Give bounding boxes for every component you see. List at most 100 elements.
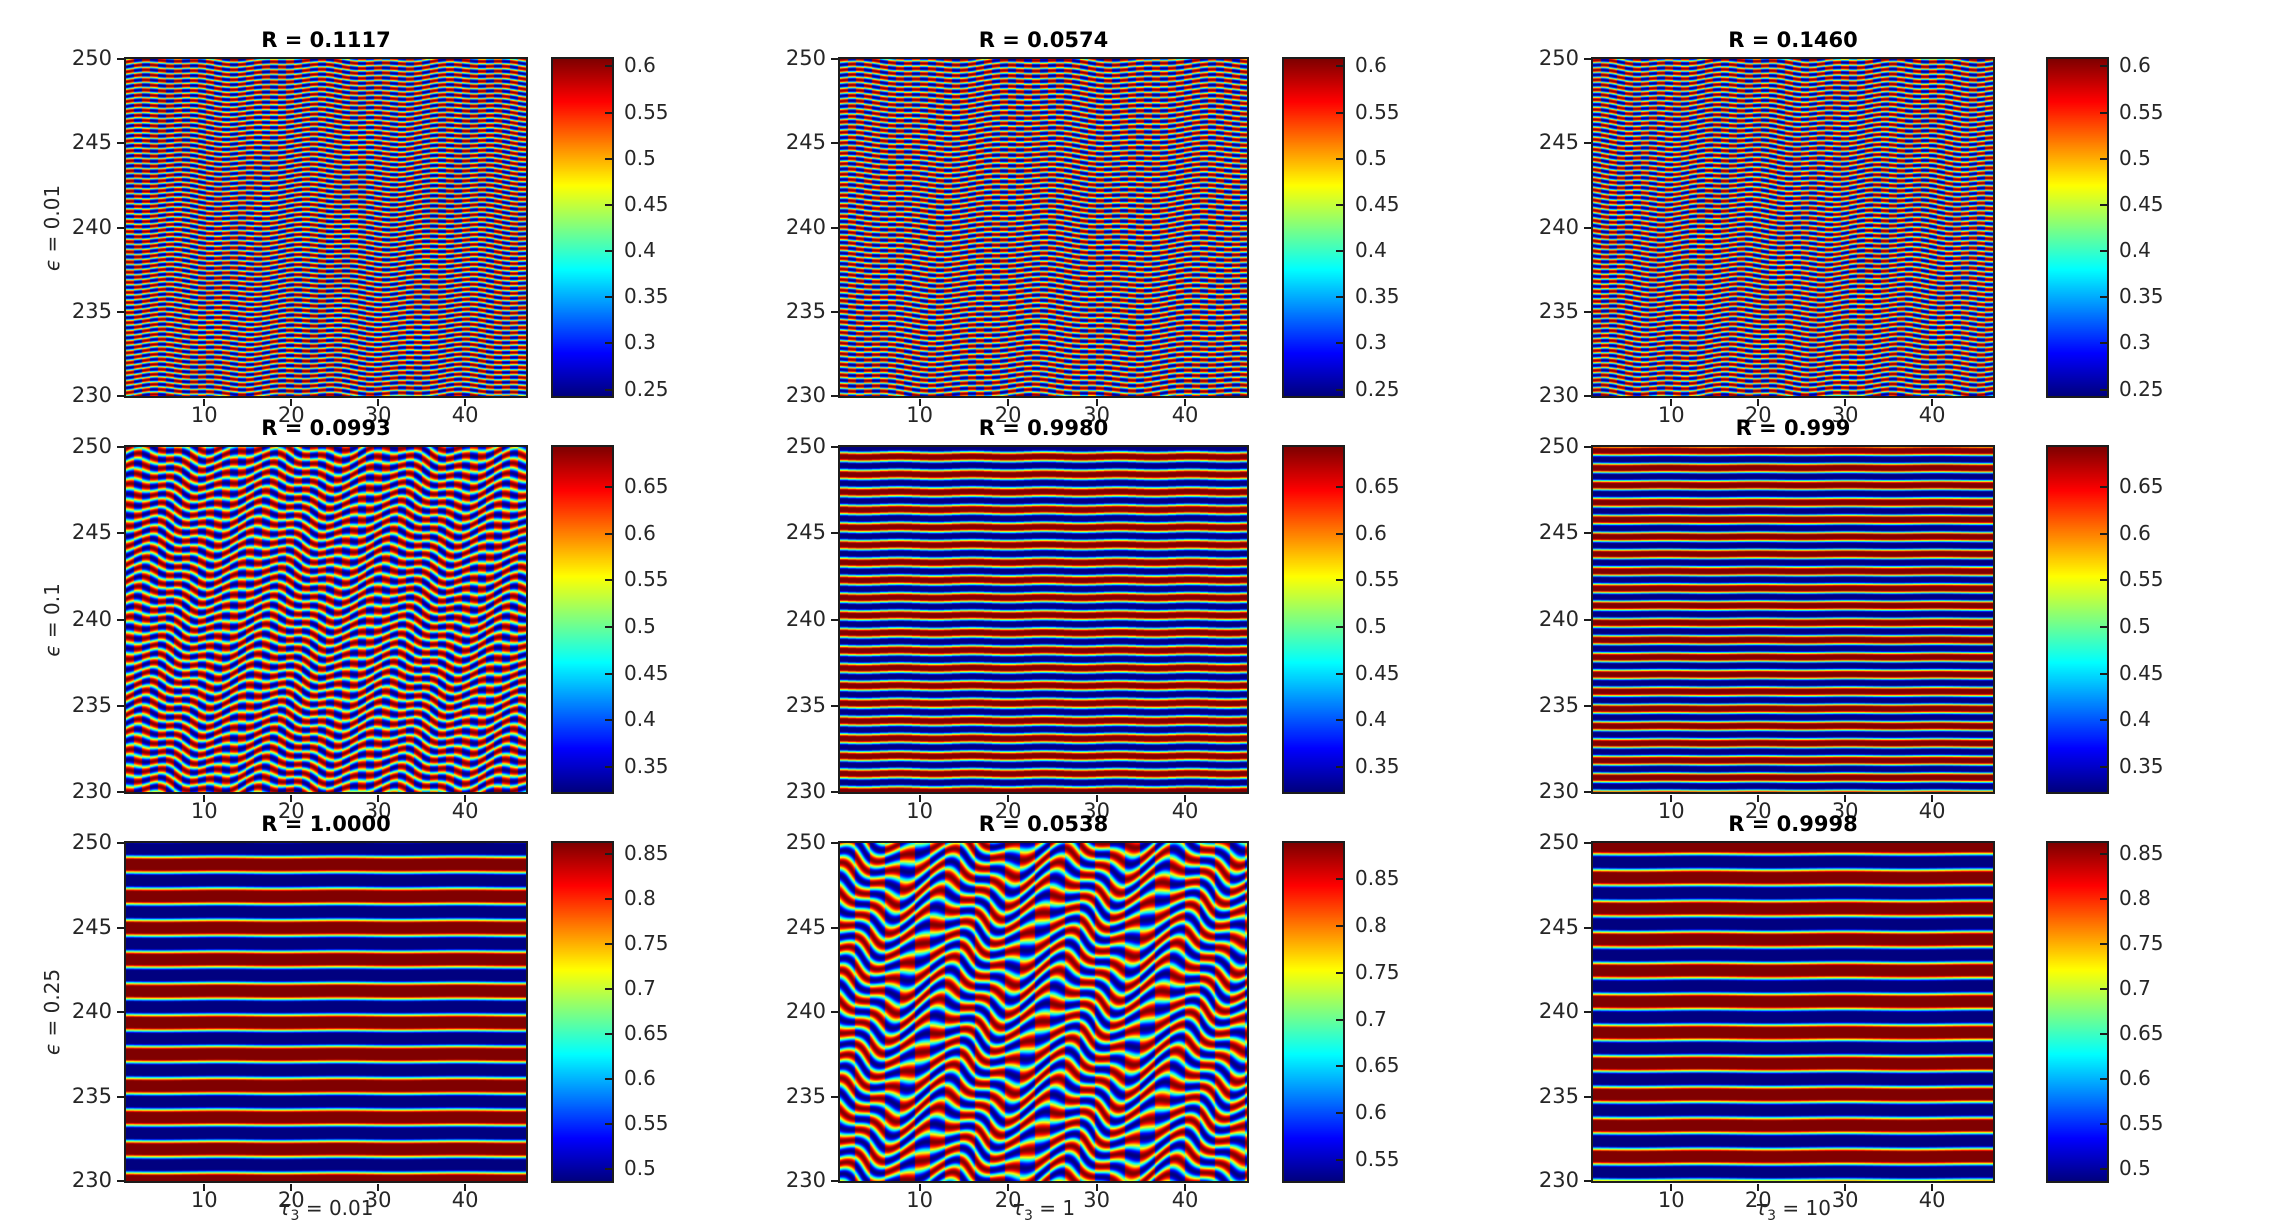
x-tick-label: 10 <box>190 799 218 823</box>
y-tick-mark <box>831 395 838 397</box>
colorbar-tick-label: 0.6 <box>2119 1066 2151 1091</box>
colorbar-tick-label: 0.55 <box>624 567 669 592</box>
colorbar-tick-label: 0.5 <box>2119 145 2151 170</box>
y-tick-label: 235 <box>71 1083 112 1108</box>
y-tick-label: 235 <box>71 298 112 323</box>
x-tick-mark <box>918 399 921 406</box>
y-tick-label: 250 <box>1538 46 1579 70</box>
y-tick-label: 235 <box>1538 692 1579 717</box>
y-tick-label: 240 <box>1538 999 1579 1023</box>
colorbar-tick-label: 0.4 <box>2119 707 2151 732</box>
col-label-tau3: τ3 = 1 <box>1011 1196 1076 1224</box>
colorbar-tick-label: 0.4 <box>624 707 656 732</box>
x-tick-label: 10 <box>190 403 218 427</box>
colorbar <box>2046 445 2109 794</box>
colorbar-tick-label: 0.4 <box>1355 707 1387 732</box>
colorbar <box>2046 841 2109 1183</box>
y-tick-label: 250 <box>71 434 112 458</box>
colorbar-tick-mark <box>1336 1065 1343 1068</box>
colorbar-tick-mark <box>1336 486 1343 489</box>
row-label-epsilon: ϵ = 0.1 <box>40 582 64 657</box>
colorbar-tick-label: 0.55 <box>2119 99 2164 124</box>
colorbar-tick-label: 0.55 <box>1355 99 1400 124</box>
colorbar-tick-label: 0.7 <box>2119 976 2151 1001</box>
colorbar-tick-label: 0.45 <box>624 660 669 685</box>
x-tick-mark <box>1007 399 1010 406</box>
colorbar-tick-mark <box>1336 672 1343 675</box>
y-tick-mark <box>1584 1180 1591 1182</box>
colorbar-tick-label: 0.55 <box>2119 1111 2164 1136</box>
colorbar-tick-mark <box>1336 625 1343 628</box>
x-tick-label: 30 <box>364 799 392 823</box>
x-tick-mark <box>1757 795 1760 802</box>
colorbar-tick-label: 0.3 <box>1355 330 1387 355</box>
y-tick-mark <box>117 1011 124 1013</box>
x-tick-label: 40 <box>1171 799 1199 823</box>
colorbar-tick-mark <box>605 65 612 68</box>
x-tick-mark <box>1670 795 1673 802</box>
colorbar-tick-mark <box>2100 1123 2107 1126</box>
colorbar-tick-label: 0.6 <box>624 520 656 545</box>
x-tick-label: 40 <box>451 403 479 427</box>
colorbar-tick-label: 0.6 <box>624 53 656 78</box>
tau-symbol: τ <box>1011 1196 1024 1220</box>
subplot-title: R = 0.9998 <box>1728 812 1858 836</box>
colorbar-canvas <box>2048 59 2107 396</box>
x-tick-mark <box>464 1184 467 1191</box>
x-tick-mark <box>290 795 293 802</box>
colorbar-tick-label: 0.25 <box>1355 376 1400 401</box>
colorbar <box>1282 445 1345 794</box>
colorbar-tick-label: 0.45 <box>1355 191 1400 216</box>
colorbar-tick-label: 0.7 <box>624 976 656 1001</box>
heatmap-canvas <box>126 843 526 1181</box>
subplot-title: R = 0.1117 <box>261 28 391 52</box>
colorbar-tick-mark <box>605 672 612 675</box>
y-tick-mark <box>831 926 838 929</box>
colorbar-tick-mark <box>1336 1018 1343 1021</box>
x-tick-label: 10 <box>1657 403 1685 427</box>
x-tick-label: 40 <box>1918 403 1946 427</box>
y-tick-mark <box>117 446 124 448</box>
colorbar-tick-mark <box>2100 897 2107 900</box>
colorbar-tick-mark <box>1336 157 1343 160</box>
colorbar-tick-mark <box>1336 250 1343 253</box>
colorbar-tick-mark <box>2100 157 2107 160</box>
y-tick-label: 230 <box>1538 779 1579 803</box>
x-tick-mark <box>377 1184 380 1191</box>
y-tick-label: 245 <box>1538 130 1579 155</box>
y-tick-label: 235 <box>785 1083 826 1108</box>
y-tick-mark <box>831 704 838 707</box>
y-tick-label: 250 <box>71 46 112 70</box>
y-tick-label: 245 <box>71 520 112 545</box>
x-tick-label: 10 <box>906 1188 933 1212</box>
colorbar-tick-mark <box>1336 719 1343 722</box>
x-tick-label: 20 <box>994 403 1022 427</box>
colorbar-tick-mark <box>605 625 612 628</box>
colorbar-tick-label: 0.35 <box>624 753 669 778</box>
heatmap-canvas <box>840 843 1247 1181</box>
x-tick-mark <box>1184 795 1187 802</box>
x-tick-label: 20 <box>1744 403 1772 427</box>
colorbar-tick-mark <box>605 719 612 722</box>
row-label-epsilon: ϵ = 0.25 <box>40 968 64 1056</box>
colorbar-tick-label: 0.65 <box>624 474 669 499</box>
y-tick-label: 250 <box>785 46 826 70</box>
y-tick-mark <box>1584 1095 1591 1098</box>
colorbar-tick-label: 0.35 <box>1355 284 1400 309</box>
colorbar-tick-label: 0.5 <box>624 145 656 170</box>
x-tick-mark <box>1844 399 1847 406</box>
y-tick-mark <box>117 226 124 229</box>
x-tick-label: 30 <box>1831 799 1859 823</box>
x-tick-label: 40 <box>1918 799 1946 823</box>
colorbar-tick-mark <box>1336 1159 1343 1162</box>
y-tick-mark <box>831 791 838 793</box>
tau-subscript: 3 <box>1023 1208 1033 1224</box>
y-tick-label: 235 <box>71 692 112 717</box>
colorbar-tick-mark <box>2100 672 2107 675</box>
x-tick-mark <box>1931 795 1934 802</box>
colorbar-tick-mark <box>2100 65 2107 68</box>
colorbar-tick-mark <box>2100 1078 2107 1081</box>
colorbar-tick-label: 0.6 <box>1355 520 1387 545</box>
colorbar-tick-mark <box>605 1168 612 1171</box>
x-tick-label: 10 <box>190 1188 218 1212</box>
